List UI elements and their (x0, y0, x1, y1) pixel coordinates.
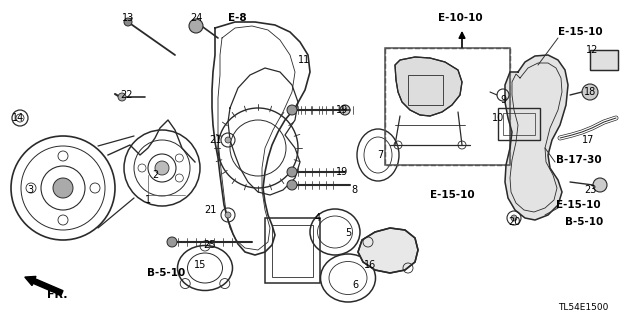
Circle shape (53, 178, 73, 198)
Circle shape (582, 84, 598, 100)
Text: 17: 17 (582, 135, 594, 145)
Circle shape (593, 178, 607, 192)
Text: E-15-10: E-15-10 (556, 200, 600, 210)
Text: 23: 23 (584, 185, 596, 195)
Text: 21: 21 (209, 135, 221, 145)
Text: 19: 19 (336, 105, 348, 115)
Bar (272, 225, 313, 277)
Text: 6: 6 (352, 280, 358, 290)
Circle shape (287, 105, 297, 115)
Polygon shape (395, 57, 462, 116)
Text: 11: 11 (298, 55, 310, 65)
Text: 9: 9 (500, 95, 506, 105)
Text: 3: 3 (27, 185, 33, 195)
Text: 19: 19 (336, 167, 348, 177)
Text: 20: 20 (508, 217, 520, 227)
Bar (590, 50, 618, 70)
Circle shape (511, 215, 517, 221)
Text: TL54E1500: TL54E1500 (558, 303, 609, 313)
Bar (385, 48, 510, 165)
Circle shape (155, 161, 169, 175)
Polygon shape (358, 228, 418, 273)
Text: 25: 25 (204, 240, 216, 250)
Text: 14: 14 (12, 113, 24, 123)
Bar (503, 113, 535, 135)
Circle shape (167, 237, 177, 247)
Circle shape (118, 93, 126, 101)
Text: E-8: E-8 (228, 13, 246, 23)
Text: FR.: FR. (47, 290, 67, 300)
Text: 1: 1 (145, 195, 151, 205)
Text: B-5-10: B-5-10 (147, 268, 185, 278)
Text: 2: 2 (152, 170, 158, 180)
Text: B-5-10: B-5-10 (565, 217, 604, 227)
Text: B-17-30: B-17-30 (556, 155, 602, 165)
Circle shape (225, 212, 231, 218)
Circle shape (287, 167, 297, 177)
Text: 22: 22 (120, 90, 132, 100)
Text: 5: 5 (345, 228, 351, 238)
Text: 18: 18 (584, 87, 596, 97)
Circle shape (225, 137, 231, 143)
Circle shape (340, 105, 350, 115)
Circle shape (124, 18, 132, 26)
Text: E-15-10: E-15-10 (558, 27, 603, 37)
Text: 7: 7 (377, 150, 383, 160)
Text: 16: 16 (364, 260, 376, 270)
Bar (265, 218, 320, 283)
Text: E-15-10: E-15-10 (430, 190, 475, 200)
Bar (498, 108, 540, 140)
Bar (590, 50, 618, 70)
Text: 8: 8 (351, 185, 357, 195)
FancyArrow shape (25, 276, 63, 295)
Text: 10: 10 (492, 113, 504, 123)
Text: 12: 12 (586, 45, 598, 55)
Bar (385, 48, 510, 165)
Polygon shape (505, 55, 568, 220)
Text: 24: 24 (190, 13, 202, 23)
Circle shape (189, 19, 203, 33)
Text: 21: 21 (204, 205, 216, 215)
Bar (408, 75, 443, 105)
Text: 13: 13 (122, 13, 134, 23)
Text: E-10-10: E-10-10 (438, 13, 483, 23)
Circle shape (287, 180, 297, 190)
Text: 4: 4 (315, 213, 321, 223)
Text: 15: 15 (194, 260, 206, 270)
